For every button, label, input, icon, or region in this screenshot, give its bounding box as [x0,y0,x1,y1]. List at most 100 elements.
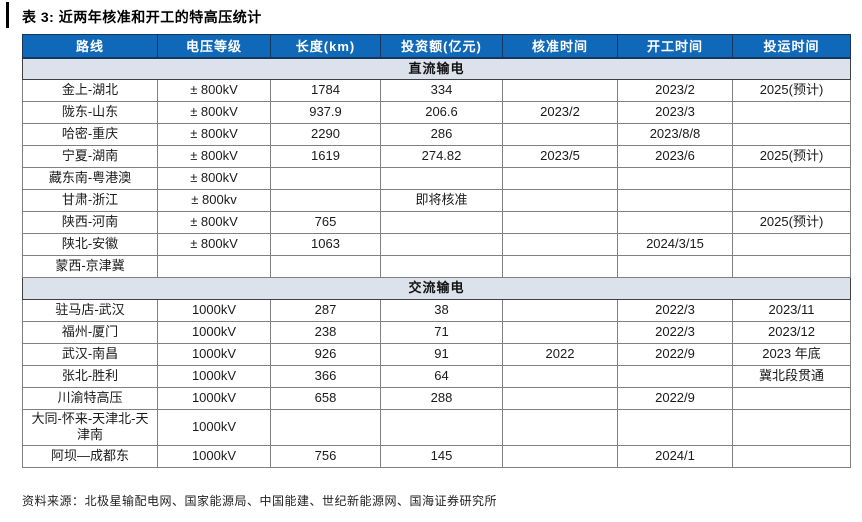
table-row: 蒙西-京津冀 [22,255,851,278]
section-header: 交流输电 [22,277,851,300]
table-cell [380,167,503,190]
table-cell [502,123,618,146]
column-header: 核准时间 [502,34,618,59]
table-cell [732,387,851,410]
table-cell: 145 [380,444,503,468]
table-cell: 64 [380,365,503,388]
table-cell: 驻马店-武汉 [22,299,158,322]
table-cell [732,167,851,190]
table-cell: ± 800kv [157,189,271,212]
table-cell: 765 [270,211,381,234]
table-cell: 2025(预计) [732,79,851,102]
table-cell: 1000kV [157,299,271,322]
table-cell: 1000kV [157,343,271,366]
table-cell [617,167,733,190]
title-marker-bar [6,2,9,28]
table-cell: 2024/3/15 [617,233,733,256]
table-cell: 2023/11 [732,299,851,322]
table-cell: 陕北-安徽 [22,233,158,256]
table-row: 甘肃-浙江 ± 800kv 即将核准 [22,189,851,212]
section-header-row: 交流输电 [22,277,851,300]
table-cell: 2022/9 [617,387,733,410]
table-cell: 2022 [502,343,618,366]
table-cell: ± 800kV [157,79,271,102]
table-cell [502,255,618,278]
table-cell: 2023 年底 [732,343,851,366]
table-cell [502,211,618,234]
header-row: 路线 电压等级 长度(km) 投资额(亿元) 核准时间 开工时间 投运时间 [22,34,851,59]
table-cell: 287 [270,299,381,322]
source-note: 资料来源：北极星输配电网、国家能源局、中国能建、世纪新能源网、国海证券研究所 [22,494,498,508]
table-cell: ± 800kV [157,167,271,190]
table-cell: 658 [270,387,381,410]
table-title: 表 3: 近两年核准和开工的特高压统计 [22,9,262,25]
table-cell: 274.82 [380,145,503,168]
table-cell: 926 [270,343,381,366]
table-cell [617,365,733,388]
table-cell [502,299,618,322]
table-cell [617,189,733,212]
table-cell: 1000kV [157,365,271,388]
table-cell: 2023/2 [617,79,733,102]
table-cell: 38 [380,299,503,322]
table-cell [380,211,503,234]
table-cell [502,167,618,190]
table-cell: 蒙西-京津冀 [22,255,158,278]
table-cell [732,255,851,278]
table-cell [617,211,733,234]
section-header-row: 直流输电 [22,57,851,80]
section-header: 直流输电 [22,57,851,80]
table-row: 宁夏-湖南 ± 800kV 1619 274.82 2023/5 2023/6 2025(预… [22,145,851,168]
table-cell [732,101,851,124]
table-cell: 1784 [270,79,381,102]
table-cell [617,255,733,278]
table-row: 哈密-重庆 ± 800kV 2290 286 2023/8/8 [22,123,851,146]
table-cell: 即将核准 [380,189,503,212]
column-header: 投运时间 [732,34,851,59]
table-cell: 陕西-河南 [22,211,158,234]
table-cell: 2024/1 [617,444,733,468]
table-cell: 哈密-重庆 [22,123,158,146]
table-cell: 2023/3 [617,101,733,124]
table-cell: 91 [380,343,503,366]
table-cell [270,255,381,278]
table-cell: 2025(预计) [732,145,851,168]
table-cell [380,255,503,278]
table-row: 武汉-南昌 1000kV 926 91 2022 2022/9 2023 年底 [22,343,851,366]
table-cell [502,444,618,468]
column-header: 开工时间 [617,34,733,59]
table-cell: 1063 [270,233,381,256]
table-cell: 1619 [270,145,381,168]
table-cell: 冀北段贯通 [732,365,851,388]
table-cell [502,321,618,344]
table-cell: 2022/3 [617,299,733,322]
table-cell [502,387,618,410]
table-row: 陕西-河南 ± 800kV 765 2025(预计) [22,211,851,234]
table-cell [732,123,851,146]
table-cell [617,409,733,446]
table-cell: ± 800kV [157,101,271,124]
table-row: 川渝特高压 1000kV 658 288 2022/9 [22,387,851,410]
table-cell: 武汉-南昌 [22,343,158,366]
table-row: 金上-湖北 ± 800kV 1784 334 2023/2 2025(预计) [22,79,851,102]
table-cell [502,79,618,102]
table-row: 大同-怀来-天津北-天津南 1000kV [22,409,851,446]
table-cell: 2023/12 [732,321,851,344]
table-cell [732,409,851,446]
table-cell: 陇东-山东 [22,101,158,124]
table-row: 福州-厦门 1000kV 238 71 2022/3 2023/12 [22,321,851,344]
table-cell: ± 800kV [157,123,271,146]
table-cell: 937.9 [270,101,381,124]
table-row: 陇东-山东 ± 800kV 937.9 206.6 2023/2 2023/3 [22,101,851,124]
table-cell: 2290 [270,123,381,146]
table-cell [270,167,381,190]
table-cell: 288 [380,387,503,410]
table-cell: 2023/5 [502,145,618,168]
table-cell: 366 [270,365,381,388]
table-cell: 238 [270,321,381,344]
table-row: 张北-胜利 1000kV 366 64 冀北段贯通 [22,365,851,388]
table-cell: 甘肃-浙江 [22,189,158,212]
table-row: 陕北-安徽 ± 800kV 1063 2024/3/15 [22,233,851,256]
table-cell: 1000kV [157,321,271,344]
table-cell [502,189,618,212]
